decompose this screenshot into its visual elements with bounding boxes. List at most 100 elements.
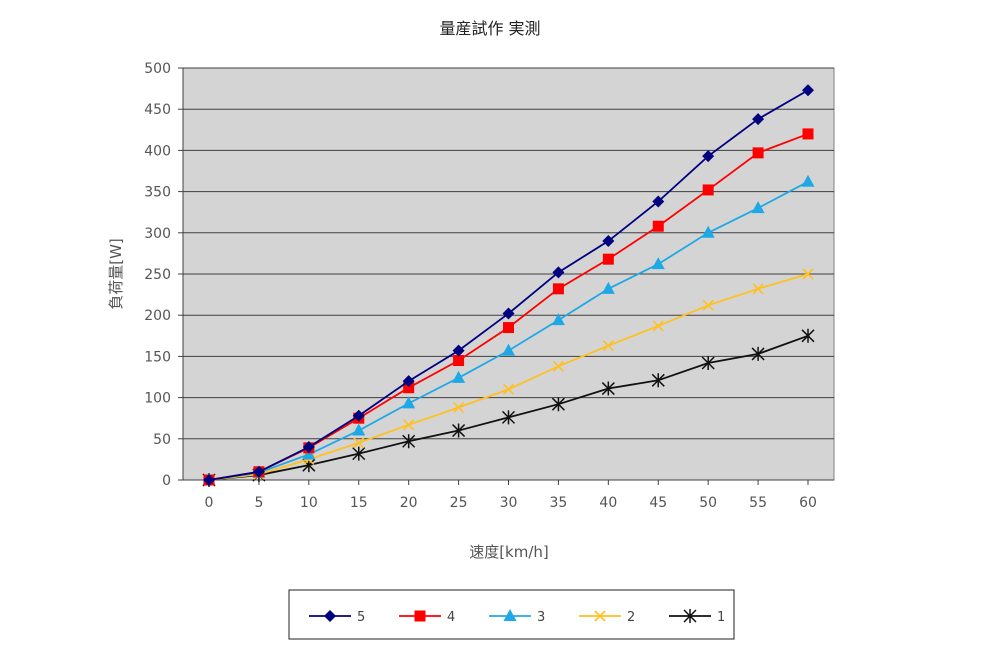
legend-item: 3: [489, 609, 545, 625]
data-point: [602, 235, 615, 248]
y-tick-label: 100: [144, 391, 171, 407]
data-point: [302, 447, 316, 460]
data-point: [452, 423, 466, 438]
data-point: [701, 225, 715, 238]
data-point: [352, 423, 366, 436]
data-point: [602, 340, 614, 352]
legend-marker: [683, 609, 697, 623]
x-axis-label: 速度[km/h]: [469, 543, 549, 561]
data-point: [802, 128, 814, 140]
x-tick-label: 15: [350, 495, 368, 511]
legend-marker: [594, 610, 606, 622]
data-point: [402, 434, 416, 449]
legend-marker: [414, 610, 426, 622]
data-point: [651, 373, 665, 388]
legend-item: 4: [399, 610, 455, 625]
data-point: [453, 355, 465, 367]
x-axis-ticks: 0 5 10 15 20 25 30 35 40 45 50 55 60: [205, 480, 817, 511]
data-point: [502, 383, 515, 395]
data-point: [453, 401, 465, 414]
data-point: [752, 283, 764, 295]
data-point: [702, 184, 714, 196]
data-point: [602, 253, 614, 265]
data-point: [352, 446, 366, 461]
data-point: [302, 441, 315, 454]
data-point: [452, 344, 465, 357]
legend-label: 1: [717, 610, 725, 625]
data-point: [352, 409, 365, 422]
legend-label: 3: [537, 610, 545, 625]
data-point: [503, 322, 514, 334]
y-tick-label: 500: [144, 61, 171, 77]
data-point: [652, 220, 664, 232]
data-point: [353, 437, 365, 449]
data-point: [802, 84, 814, 97]
data-point: [502, 307, 515, 320]
data-point: [601, 281, 615, 294]
data-point: [551, 313, 565, 326]
legend-marker: [324, 610, 336, 622]
legend: 5 4 3 2 1: [309, 609, 725, 625]
x-tick-label: 35: [550, 495, 568, 511]
data-point: [801, 328, 815, 343]
y-tick-label: 300: [144, 226, 171, 242]
x-tick-label: 30: [500, 495, 518, 511]
data-point: [502, 343, 515, 356]
y-tick-label: 0: [162, 473, 171, 489]
y-axis-ticks: 0 50 100 150 200 250 300 350 400 450 500: [144, 61, 183, 489]
data-point: [651, 257, 665, 270]
data-point: [252, 465, 265, 478]
data-point: [701, 355, 715, 370]
legend-label: 4: [447, 610, 455, 625]
legend-label: 2: [627, 610, 635, 625]
data-point: [752, 147, 764, 159]
data-point: [552, 360, 564, 372]
data-point: [702, 150, 715, 163]
y-tick-label: 450: [144, 102, 171, 118]
legend-label: 5: [357, 610, 365, 625]
data-point: [751, 201, 765, 214]
x-tick-label: 0: [205, 495, 214, 511]
legend-item: 1: [669, 609, 725, 625]
y-axis-label: 負荷量[W]: [107, 238, 125, 310]
y-tick-label: 250: [144, 267, 171, 283]
x-tick-label: 45: [649, 495, 667, 511]
y-tick-label: 350: [144, 185, 171, 201]
x-tick-label: 20: [400, 495, 418, 511]
data-point: [552, 283, 564, 295]
gridlines: [183, 67, 834, 440]
x-tick-label: 50: [699, 495, 717, 511]
data-point: [403, 419, 415, 431]
x-tick-label: 25: [450, 495, 468, 511]
y-tick-label: 150: [144, 349, 171, 365]
data-point: [751, 346, 765, 361]
data-point: [551, 397, 565, 412]
data-point: [802, 268, 814, 280]
y-tick-label: 400: [144, 143, 171, 159]
legend-marker: [503, 609, 517, 621]
x-tick-label: 60: [799, 495, 817, 511]
x-tick-label: 55: [749, 495, 767, 511]
legend-item: 2: [579, 610, 635, 625]
data-point: [652, 195, 665, 208]
x-tick-label: 40: [599, 495, 617, 511]
legend-item: 5: [309, 610, 365, 625]
data-point: [402, 375, 415, 388]
data-point: [702, 299, 714, 311]
data-point: [403, 382, 415, 394]
data-point: [752, 113, 765, 126]
data-point: [203, 474, 215, 486]
chart-title: 量産試作 実測: [439, 19, 540, 38]
data-point: [452, 370, 466, 383]
y-tick-label: 50: [153, 432, 171, 448]
data-point: [501, 410, 516, 425]
y-tick-label: 200: [144, 308, 171, 324]
data-point: [801, 174, 815, 187]
data-point: [402, 396, 416, 409]
x-tick-label: 10: [300, 495, 318, 511]
data-point: [652, 320, 664, 332]
series-5: [203, 84, 814, 486]
data-point: [601, 381, 615, 396]
data-point: [552, 266, 565, 279]
